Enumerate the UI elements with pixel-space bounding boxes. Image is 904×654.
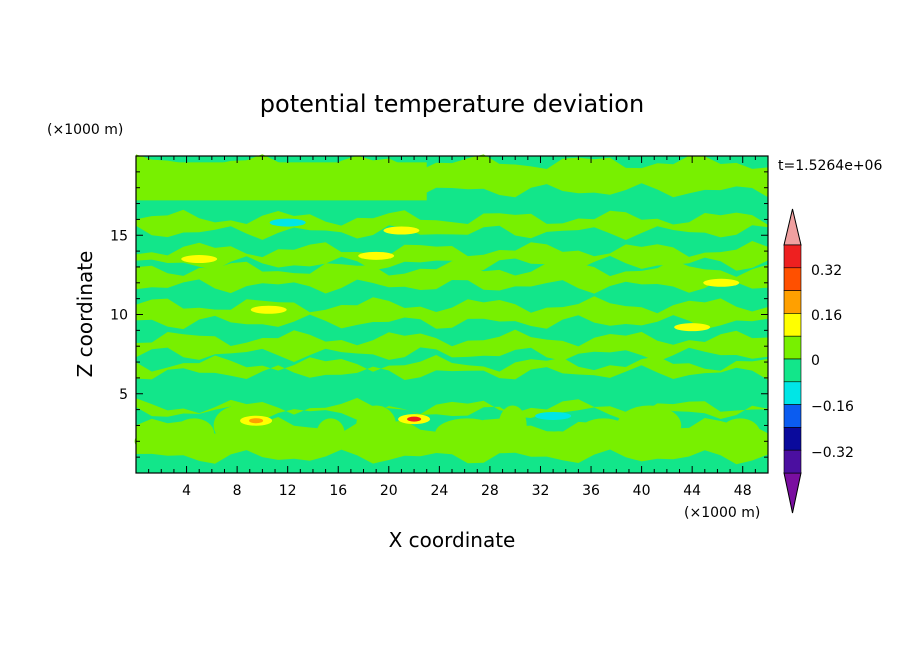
contour-band bbox=[136, 259, 768, 294]
x-tick-label: 36 bbox=[582, 483, 600, 499]
contour-spot bbox=[383, 226, 420, 235]
colorbar-box bbox=[783, 290, 802, 314]
contour-spot bbox=[358, 251, 395, 260]
x-tick-label: 44 bbox=[683, 483, 701, 499]
plot-area bbox=[134, 154, 769, 474]
contour-patch bbox=[253, 431, 318, 452]
colorbar-box bbox=[783, 358, 802, 383]
colorbar-box bbox=[783, 313, 802, 337]
contour-patch bbox=[134, 431, 163, 452]
colorbar-label: 0.16 bbox=[811, 308, 842, 324]
x-axis-ticks: 4 8 12 16 20 24 28 32 36 40 44 48 bbox=[148, 156, 756, 499]
contour-spot-core bbox=[249, 418, 264, 424]
x-tick-label: 20 bbox=[380, 483, 398, 499]
colorbar-bottom-arrow bbox=[783, 472, 802, 514]
contour-spot-core bbox=[407, 416, 422, 422]
colorbar-box bbox=[783, 335, 802, 360]
contour-patch bbox=[577, 418, 630, 449]
contour-patch bbox=[538, 431, 579, 452]
contour-band bbox=[136, 397, 768, 421]
colorbar: 0.32 0.16 0 −0.16 −0.32 bbox=[783, 208, 854, 514]
contour-band bbox=[136, 329, 768, 362]
x-tick-label: 40 bbox=[633, 483, 651, 499]
contour-patch bbox=[720, 418, 761, 449]
colorbar-label: 0 bbox=[811, 353, 820, 369]
y-tick-label: 10 bbox=[110, 308, 128, 324]
contour-spot bbox=[250, 305, 287, 314]
contour-patch bbox=[498, 405, 527, 446]
x-unit-label: (×1000 m) bbox=[684, 505, 760, 521]
contour-spot bbox=[535, 411, 572, 420]
x-tick-label: 16 bbox=[329, 483, 347, 499]
contour-patch bbox=[316, 418, 345, 449]
colorbar-box bbox=[783, 381, 802, 405]
colorbar-box bbox=[783, 404, 802, 428]
colorbar-label: −0.16 bbox=[811, 399, 854, 415]
colorbar-label: 0.32 bbox=[811, 263, 842, 279]
contour-patch bbox=[213, 405, 266, 446]
y-axis-ticks: 5 10 15 bbox=[110, 171, 768, 458]
contour-patch bbox=[174, 418, 215, 449]
x-tick-label: 12 bbox=[279, 483, 297, 499]
colorbar-box bbox=[783, 427, 802, 451]
y-axis-label: Z coordinate bbox=[73, 251, 97, 378]
contour-band bbox=[136, 355, 768, 380]
contour-spot bbox=[269, 218, 306, 227]
contour-region bbox=[136, 162, 427, 201]
contour-spot bbox=[703, 278, 740, 287]
chart-title: potential temperature deviation bbox=[260, 90, 644, 118]
contour-band bbox=[136, 209, 768, 240]
contour-spot bbox=[181, 255, 218, 264]
y-unit-label: (×1000 m) bbox=[47, 122, 123, 138]
y-tick-label: 5 bbox=[119, 387, 128, 403]
time-label: t=1.5264e+06 bbox=[778, 158, 882, 174]
x-tick-label: 28 bbox=[481, 483, 499, 499]
contour-band bbox=[136, 241, 768, 271]
contour-patch bbox=[680, 431, 709, 452]
colorbar-label: −0.32 bbox=[811, 445, 854, 461]
x-axis-label: X coordinate bbox=[389, 528, 516, 552]
contour-patch bbox=[356, 405, 397, 446]
colorbar-box bbox=[783, 267, 802, 291]
x-tick-label: 8 bbox=[233, 483, 242, 499]
colorbar-box bbox=[783, 244, 802, 269]
y-tick-label: 15 bbox=[110, 228, 128, 244]
contour-patch bbox=[617, 405, 682, 446]
contour-patch bbox=[395, 431, 448, 452]
contour-spot bbox=[674, 323, 711, 332]
contour-band bbox=[136, 296, 768, 330]
x-tick-label: 48 bbox=[734, 483, 752, 499]
colorbar-box bbox=[783, 449, 802, 474]
x-tick-label: 24 bbox=[430, 483, 448, 499]
colorbar-top-arrow bbox=[783, 208, 802, 246]
contour-patch bbox=[435, 418, 500, 449]
x-tick-label: 32 bbox=[532, 483, 550, 499]
x-tick-label: 4 bbox=[182, 483, 191, 499]
